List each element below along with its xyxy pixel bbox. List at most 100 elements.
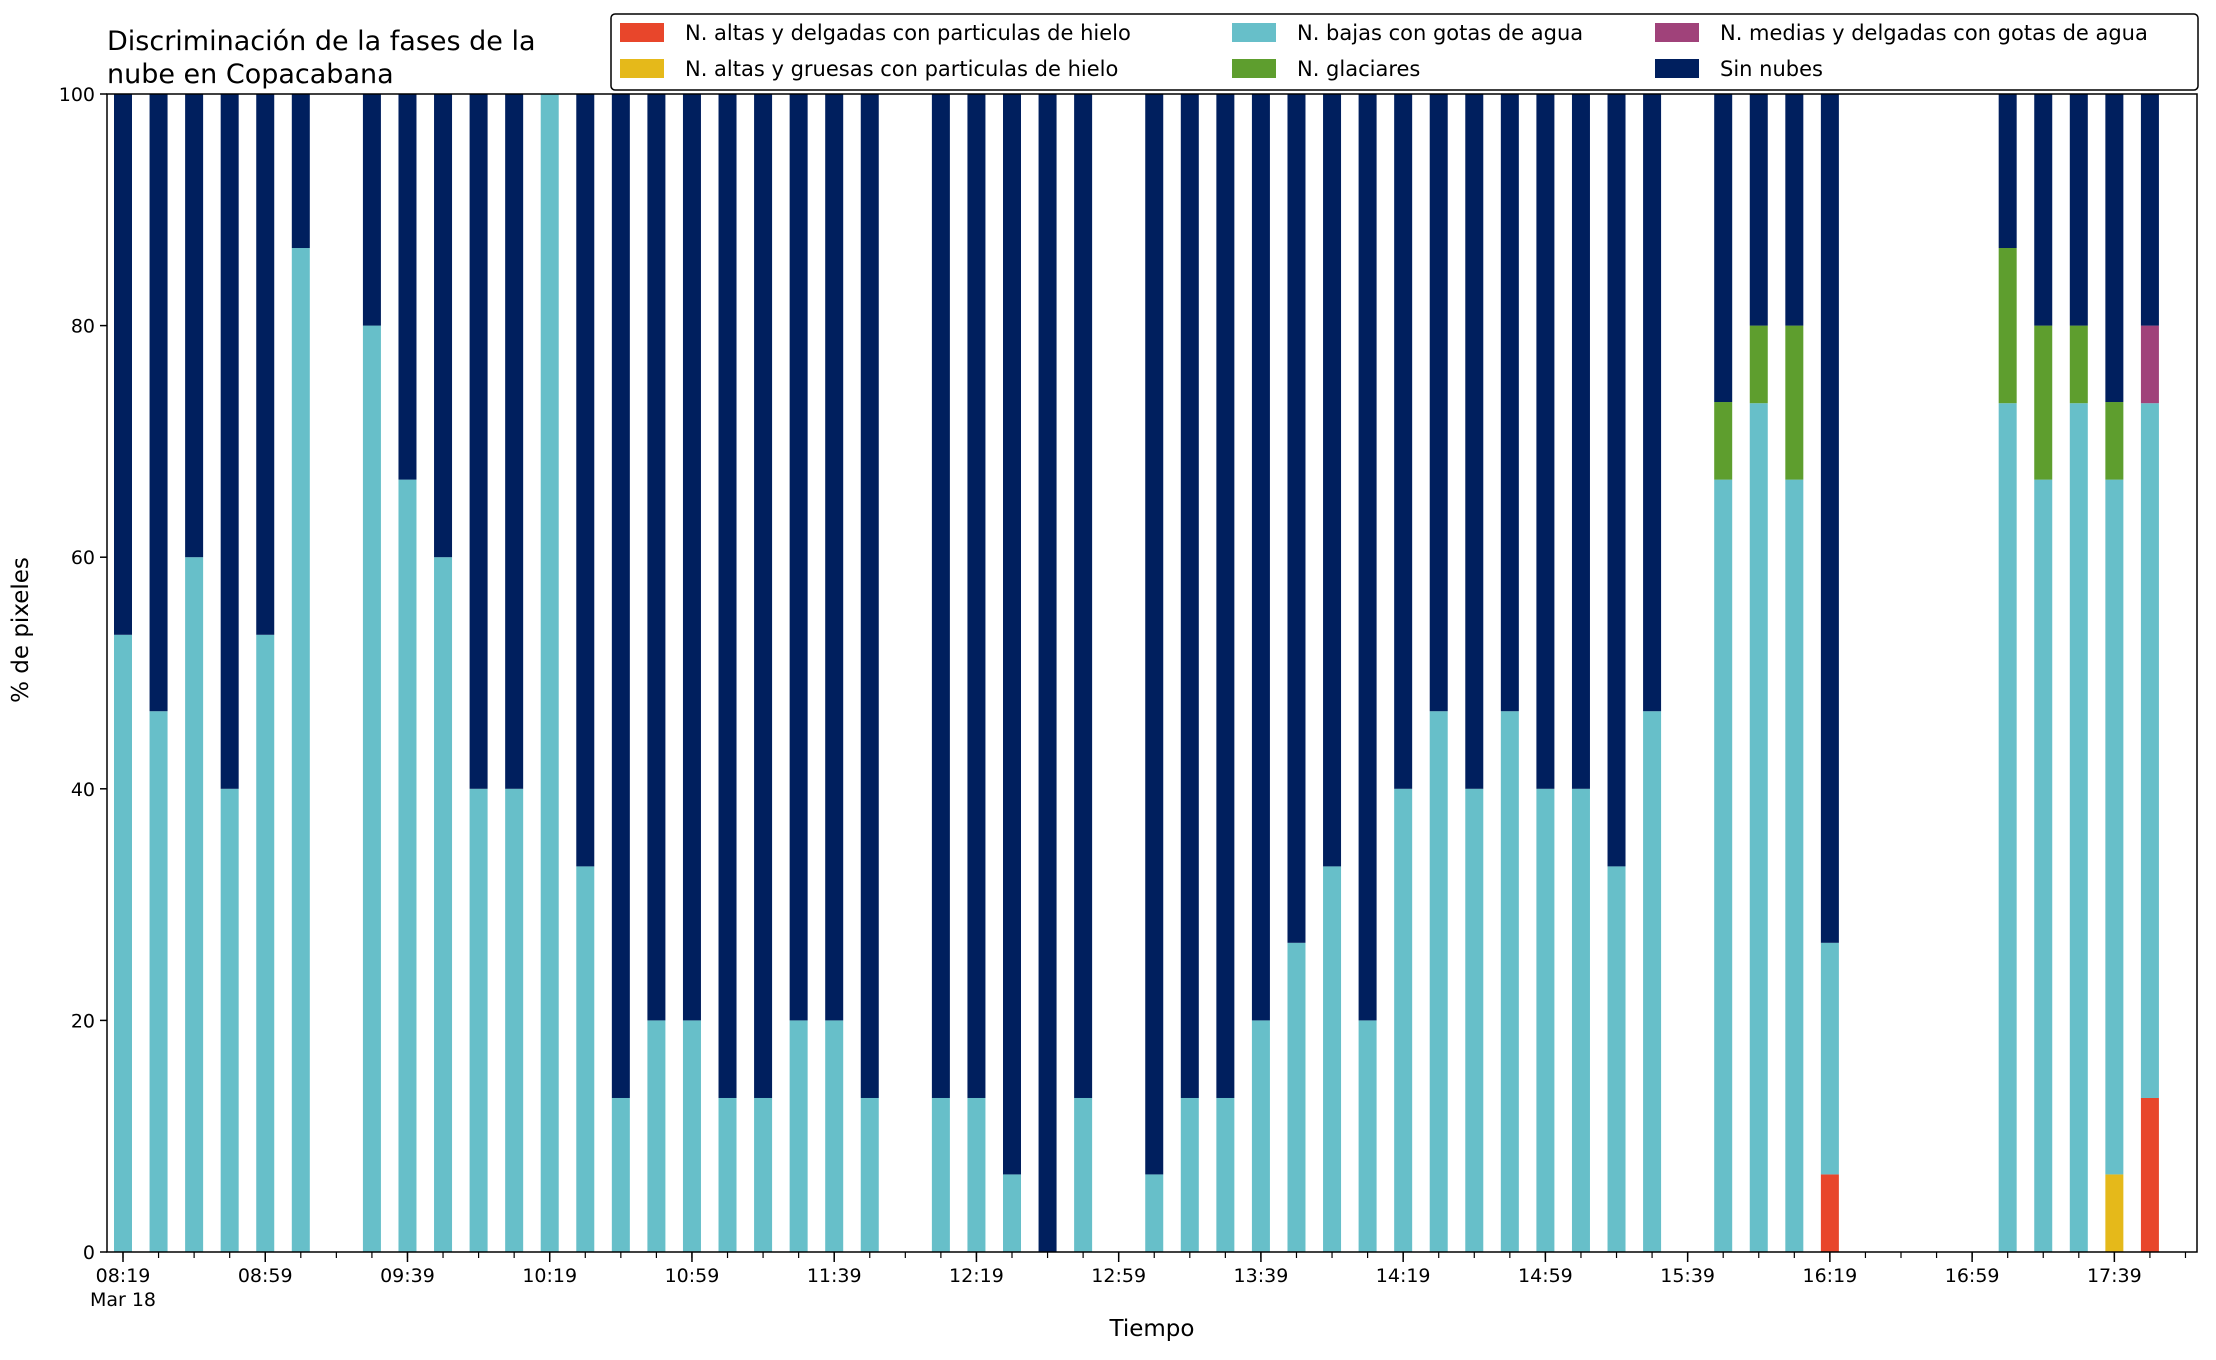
bar-segment-glaciares [2069,325,2088,404]
bar-segment-gotas_bajas [2140,403,2159,1098]
y-axis: 0 20 40 60 80 100 [59,84,107,1264]
x-tick-label: 08:19 [96,1265,151,1287]
bar-segment-sin_nubes [291,94,310,249]
plot-area [106,93,2198,1253]
bar-segment-sin_nubes [1714,94,1733,403]
bar-segment-gotas_bajas [469,788,488,1252]
bar-segment-sin_nubes [1536,94,1555,789]
bar-segment-gotas_bajas [1465,788,1484,1252]
bar-segment-gotas_bajas [1074,1097,1093,1252]
bar-segment-gotas_bajas [1785,479,1804,1252]
legend-label-gotas_bajas: N. bajas con gotas de agua [1297,21,1583,45]
bar-segment-gotas_bajas [291,248,310,1252]
legend-swatch-hielo_gruesas [620,59,664,78]
legend-label-sin_nubes: Sin nubes [1720,57,1823,81]
chart-title-line: nube en Copacabana [107,59,394,90]
bar-segment-gotas_bajas [1749,403,1768,1252]
bar-segment-gotas_bajas [718,1097,737,1252]
bar-segment-gotas_bajas [1820,942,1839,1175]
bar-segment-gotas_bajas [611,1097,630,1252]
x-tick-label: 10:19 [522,1265,577,1287]
bar-segment-glaciares [1749,325,1768,404]
x-tick-label: 16:19 [1802,1265,1857,1287]
bar-segment-gotas_bajas [647,1020,666,1252]
bar-segment-sin_nubes [1180,94,1199,1098]
bar-segment-sin_nubes [434,94,453,558]
bar-segment-sin_nubes [825,94,844,1021]
y-axis-label: % de pixeles [8,557,34,703]
bar-segment-sin_nubes [1074,94,1093,1098]
bar-segment-sin_nubes [256,94,275,635]
legend-swatch-sin_nubes [1655,59,1699,78]
x-tick-label: 09:39 [380,1265,435,1287]
bar-segment-glaciares [2034,325,2053,480]
bar-segment-gotas_medias [2140,325,2159,404]
bar-segment-gotas_bajas [398,479,417,1252]
bar-segment-sin_nubes [1500,94,1519,712]
bar-segment-sin_nubes [576,94,595,867]
bar-segment-gotas_bajas [149,711,168,1252]
bar-segment-sin_nubes [1998,94,2017,249]
x-date-label: Mar 18 [90,1289,156,1311]
bar-segment-sin_nubes [1216,94,1235,1098]
x-tick-label: 16:59 [1945,1265,2000,1287]
bar-segment-gotas_bajas [1003,1174,1021,1252]
x-tick-label: 14:59 [1518,1265,1573,1287]
bar-segment-gotas_bajas [434,557,453,1252]
bar-segment-gotas_bajas [860,1097,879,1252]
bar-segment-gotas_bajas [1714,479,1733,1252]
legend: N. altas y delgadas con particulas de hi… [610,13,2199,91]
bar-segment-sin_nubes [2140,94,2159,326]
bar-segment-sin_nubes [2034,94,2053,326]
bar-segment-sin_nubes [1003,94,1021,1175]
bar-segment-sin_nubes [362,94,381,326]
x-tick-label: 12:19 [949,1265,1004,1287]
bar-segment-gotas_bajas [1287,942,1306,1252]
bar-segment-gotas_bajas [2105,479,2124,1175]
bar-segment-gotas_bajas [754,1097,773,1252]
bar-segment-sin_nubes [682,94,701,1021]
bar-segment-sin_nubes [505,94,524,789]
bar-segment-gotas_bajas [1998,403,2017,1252]
bar-segment-hielo_gruesas [2105,1174,2124,1252]
bar-segment-sin_nubes [2105,94,2124,403]
bar-segment-sin_nubes [1429,94,1448,712]
bar-segment-sin_nubes [185,94,204,558]
x-axis-label: Tiempo [1109,1316,1195,1342]
legend-label-hielo_gruesas: N. altas y gruesas con particulas de hie… [685,57,1118,81]
x-tick-label: 10:59 [665,1265,720,1287]
bar-segment-glaciares [1998,248,2017,404]
bar-segment-sin_nubes [1251,94,1270,1021]
bar-segment-sin_nubes [398,94,417,480]
bar-segment-sin_nubes [1785,94,1804,326]
x-tick-label: 11:39 [807,1265,862,1287]
bar-segment-gotas_bajas [825,1020,844,1252]
bar-segment-gotas_bajas [1394,788,1413,1252]
bar-segment-sin_nubes [220,94,239,789]
legend-swatch-gotas_bajas [1232,23,1276,42]
bar-segment-sin_nubes [1820,94,1839,943]
bar-segment-gotas_bajas [114,634,132,1252]
bar-segment-glaciares [2105,402,2124,480]
bar-segment-sin_nubes [1571,94,1590,789]
bar-segment-gotas_bajas [1643,711,1662,1252]
x-tick-label: 12:59 [1091,1265,1146,1287]
bar-segment-sin_nubes [1394,94,1413,789]
y-tick-label: 100 [59,84,95,106]
x-tick-label: 17:39 [2087,1265,2142,1287]
x-tick-label: 13:39 [1234,1265,1289,1287]
bar-segment-sin_nubes [1038,94,1057,1252]
bar-segment-gotas_bajas [1500,711,1519,1252]
bar-segment-gotas_bajas [682,1020,701,1252]
bar-segment-sin_nubes [967,94,986,1098]
x-tick-label: 15:39 [1660,1265,1715,1287]
bar-segment-gotas_bajas [220,788,239,1252]
plot-frame [106,93,2198,1253]
legend-box [610,13,2199,91]
legend-label-gotas_medias: N. medias y delgadas con gotas de agua [1720,21,2148,45]
bar-segment-sin_nubes [1465,94,1484,789]
x-tick-label: 08:59 [238,1265,293,1287]
bar-segment-sin_nubes [754,94,773,1098]
